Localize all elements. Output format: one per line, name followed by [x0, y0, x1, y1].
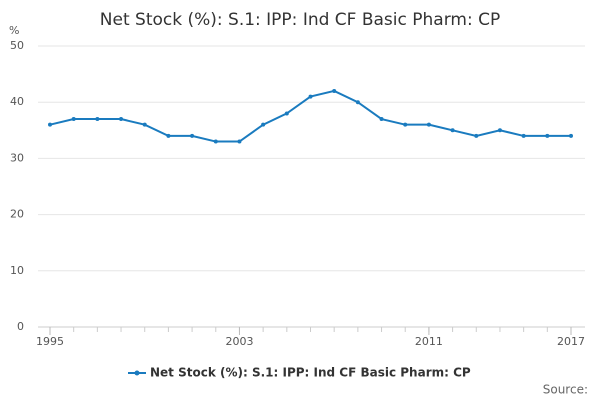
y-axis-label: % [9, 24, 19, 37]
point [450, 128, 455, 133]
point [497, 128, 502, 133]
point [213, 139, 218, 144]
y-tick-label: 50 [10, 39, 24, 52]
x-tick-label: 2017 [557, 335, 585, 348]
source: Source: [543, 383, 588, 397]
chart-title: Net Stock (%): S.1: IPP: Ind CF Basic Ph… [100, 10, 500, 30]
legend-label: Net Stock (%): S.1: IPP: Ind CF Basic Ph… [150, 366, 471, 380]
point [95, 117, 100, 122]
point [308, 94, 313, 99]
y-tick-label: 0 [17, 320, 24, 333]
x-tick-label: 1995 [36, 335, 64, 348]
point [379, 117, 384, 122]
point [474, 133, 479, 138]
point [332, 88, 337, 93]
point [237, 139, 242, 144]
point [426, 122, 431, 127]
y-tick-label: 40 [10, 95, 24, 108]
x-tick-label: 2003 [225, 335, 253, 348]
y-tick-label: 30 [10, 151, 24, 164]
point [166, 133, 171, 138]
point [119, 117, 124, 122]
point [284, 111, 289, 116]
point [521, 133, 526, 138]
point [569, 133, 573, 138]
point [190, 133, 195, 138]
point [48, 122, 52, 127]
point [261, 122, 266, 127]
legend-marker [134, 370, 140, 376]
x-tick-label: 2011 [415, 335, 443, 348]
y-tick-label: 20 [10, 208, 24, 221]
point [142, 122, 147, 127]
point [71, 117, 76, 122]
point [355, 100, 360, 105]
y-tick-label: 10 [10, 264, 24, 277]
point [403, 122, 408, 127]
point [545, 133, 550, 138]
